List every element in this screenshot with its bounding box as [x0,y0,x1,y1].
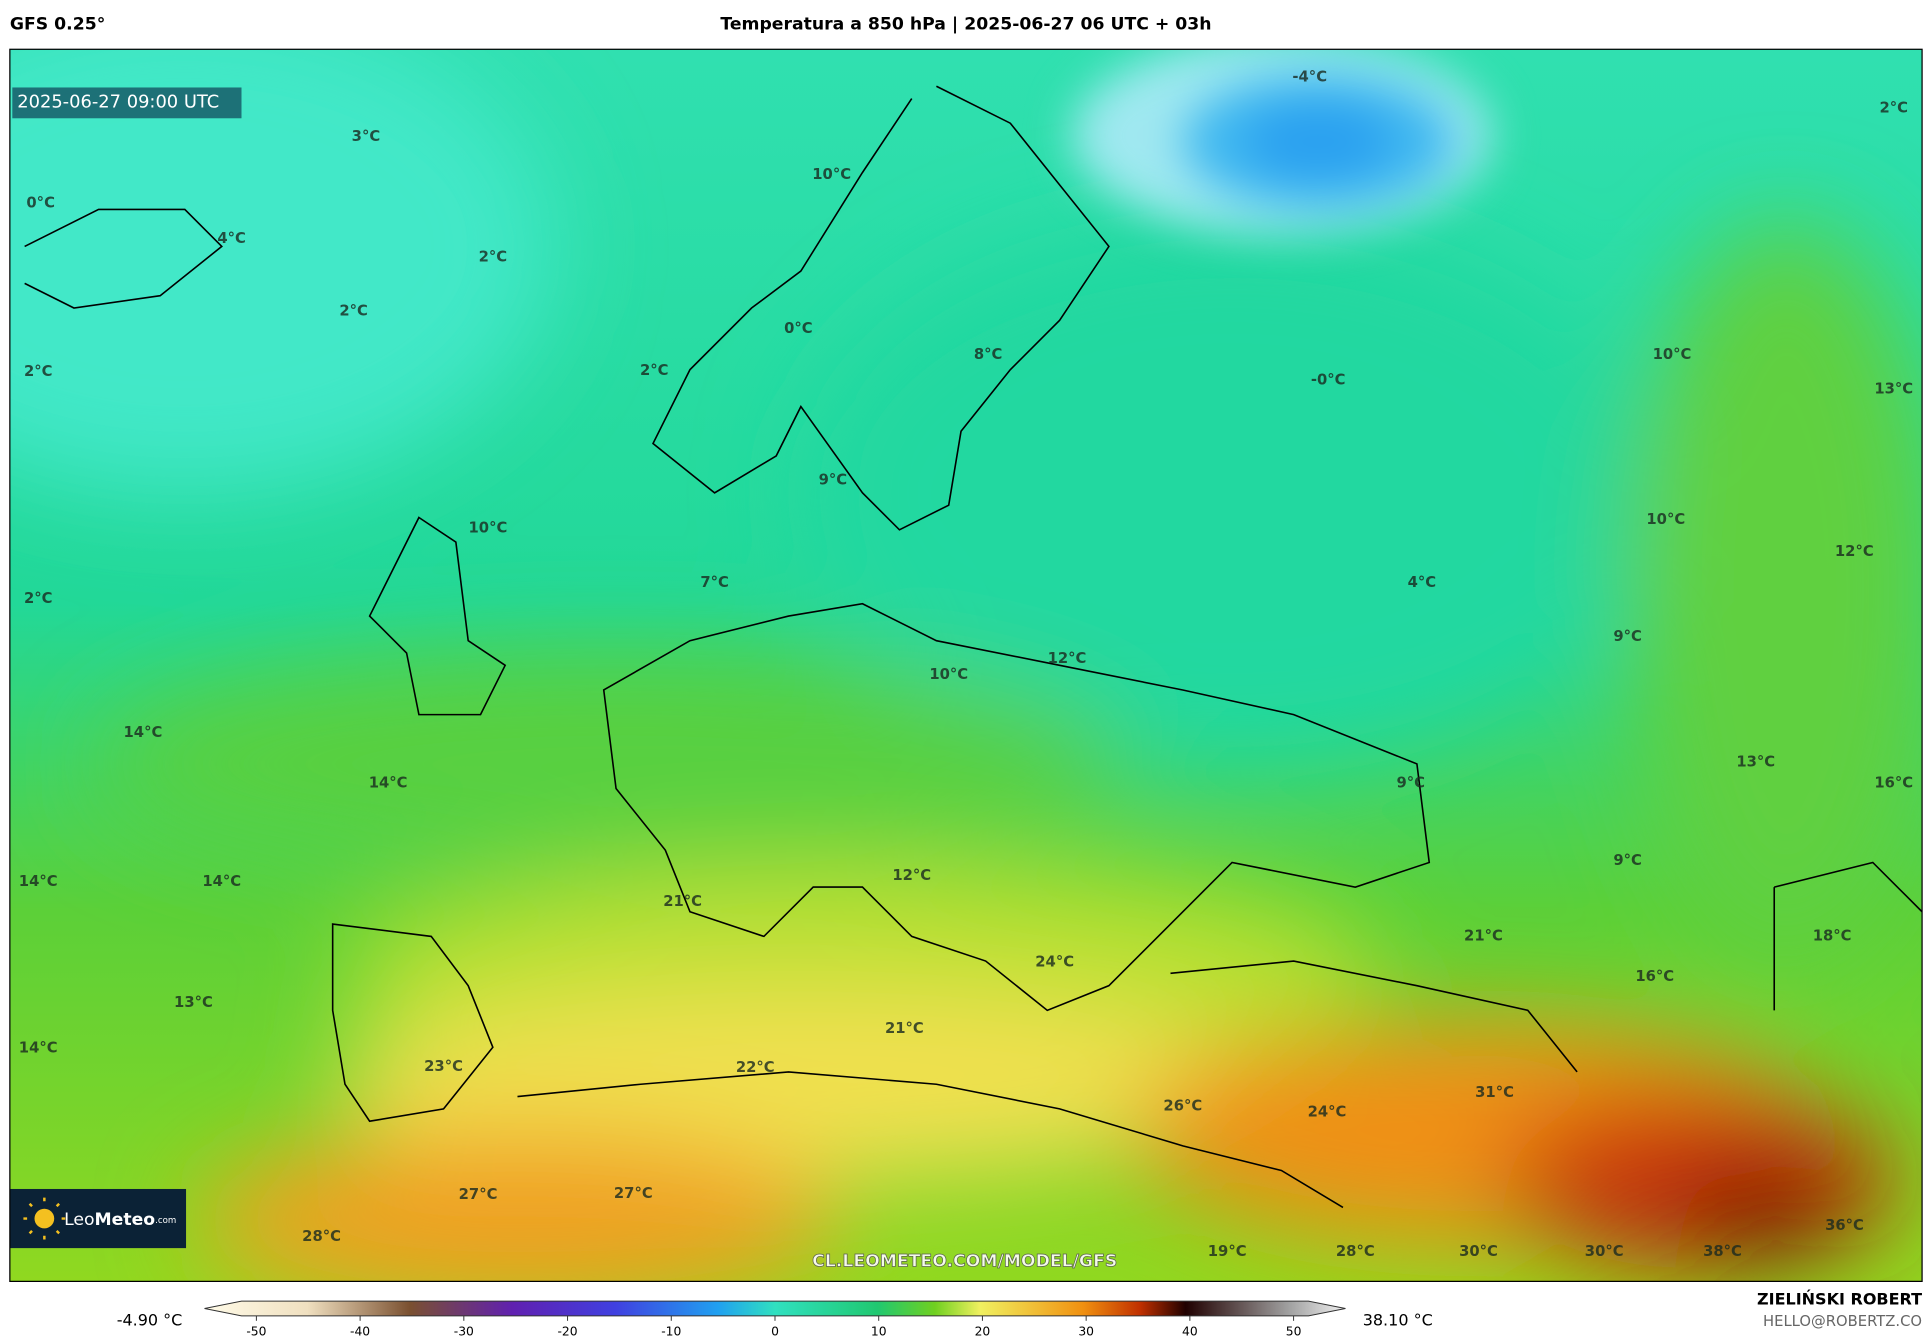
colorbar-tick-label: 0 [771,1324,779,1338]
temperature-label: 24°C [1035,953,1074,970]
timestamp: 2025-06-27 09:00 UTC [17,91,219,112]
temperature-label: 3°C [352,128,380,145]
temperature-label: 16°C [1874,775,1913,792]
colorbar-tick-label: 20 [975,1324,991,1338]
temperature-label: -4°C [1292,69,1327,86]
temperature-label: 10°C [1646,511,1685,528]
colorbar-min: -4.90 °C [117,1310,183,1329]
temperature-label: 27°C [614,1185,653,1202]
temperature-label: 4°C [217,230,246,247]
colorbar-tick-label: 50 [1286,1324,1302,1338]
temperature-label: 27°C [459,1186,498,1203]
temperature-label: 12°C [892,867,931,884]
temperature-label: 7°C [700,574,728,591]
temperature-label: 36°C [1825,1217,1864,1234]
temperature-label: 21°C [1464,927,1503,944]
temperature-label: 13°C [1874,380,1913,397]
temperature-label: 21°C [885,1020,924,1037]
colorbar-tick-label: 10 [871,1324,887,1338]
temperature-label: 12°C [1048,650,1087,667]
temperature-label: 10°C [1653,346,1692,363]
temperature-label: 2°C [24,363,53,380]
colorbar-tick-label: -50 [246,1324,266,1338]
temperature-label: 19°C [1208,1243,1247,1260]
author: ZIELIŃSKI ROBERT [1757,1289,1922,1308]
temperature-label: 9°C [1397,775,1426,792]
temperature-label: 14°C [202,873,241,890]
logo-leo: Leo [64,1210,94,1230]
temperature-label: 31°C [1475,1084,1514,1101]
temperature-label: 8°C [974,346,1003,363]
temperature-label: 14°C [369,775,408,792]
temperature-label: 2°C [640,362,669,379]
colorbar-tick-label: -20 [557,1324,577,1338]
temperature-label: 2°C [1879,99,1908,116]
temperature-label: 21°C [663,893,702,910]
temperature-label: 10°C [469,520,508,537]
temperature-label: 14°C [19,873,58,890]
temperature-label: 30°C [1585,1243,1624,1260]
temperature-label: 24°C [1308,1104,1347,1121]
temperature-label: 10°C [812,166,851,183]
temperature-label: 26°C [1163,1097,1202,1114]
map: -4°C 2°C 3°C 10°C 0°C 4°C 2°C 2°C 0°C 8°C 10°C 2°C 2… [9,49,1923,1282]
colorbar-tick-label: 30 [1078,1324,1094,1338]
watermark: CL.LEOMETEO.COM/MODEL/GFS [812,1252,1117,1272]
temperature-label: 28°C [302,1228,341,1245]
temperature-label: 22°C [736,1059,775,1076]
temperature-label: 0°C [26,194,55,211]
temperature-label: 14°C [124,724,163,741]
logo-suffix: .com [155,1215,176,1225]
temperature-label: 12°C [1835,543,1874,560]
temperature-label: 4°C [1408,574,1437,591]
logo-meteo: Meteo [95,1210,156,1230]
temperature-label: 13°C [1736,754,1775,771]
temperature-label: 2°C [24,590,53,607]
colorbar-tick-label: -10 [661,1324,681,1338]
colorbar-tick-label: 40 [1182,1324,1198,1338]
colorbar [204,1300,1346,1317]
temperature-label: 14°C [19,1040,58,1057]
logo: LeoMeteo.com [64,1210,176,1230]
temperature-label: 30°C [1459,1243,1498,1260]
temperature-label: 38°C [1703,1243,1742,1260]
temperature-label: 0°C [784,320,813,337]
colorbar-tick-label: -40 [350,1324,370,1338]
temperature-label: 16°C [1635,968,1674,985]
temperature-label: 23°C [424,1058,463,1075]
temperature-label: 18°C [1813,927,1852,944]
temperature-label: 28°C [1336,1243,1375,1260]
temperature-label: 9°C [1613,852,1641,869]
temperature-label: 10°C [929,666,968,683]
temperature-label: -0°C [1311,372,1346,389]
temperature-label: 2°C [479,249,507,266]
email: HELLO@ROBERTZ.CO [1763,1313,1922,1330]
temperature-label: 9°C [819,472,848,489]
temperature-label: 13°C [174,994,213,1011]
map-title: Temperatura a 850 hPa | 2025-06-27 06 UT… [720,15,1211,35]
model-name: GFS 0.25° [10,15,105,35]
colorbar-tick-label: -30 [454,1324,474,1338]
temperature-label: 2°C [339,303,368,320]
colorbar-max: 38.10 °C [1363,1310,1433,1329]
temperature-label: 9°C [1613,628,1641,645]
